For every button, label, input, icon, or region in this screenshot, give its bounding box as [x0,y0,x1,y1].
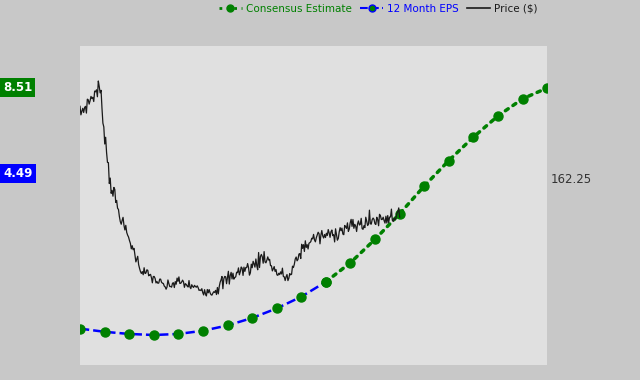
Text: 4.49: 4.49 [3,167,33,180]
Legend: Consensus Estimate, 12 Month EPS, Price ($): Consensus Estimate, 12 Month EPS, Price … [214,0,542,18]
Text: 8.51: 8.51 [3,81,33,95]
Text: 162.25: 162.25 [550,173,591,186]
